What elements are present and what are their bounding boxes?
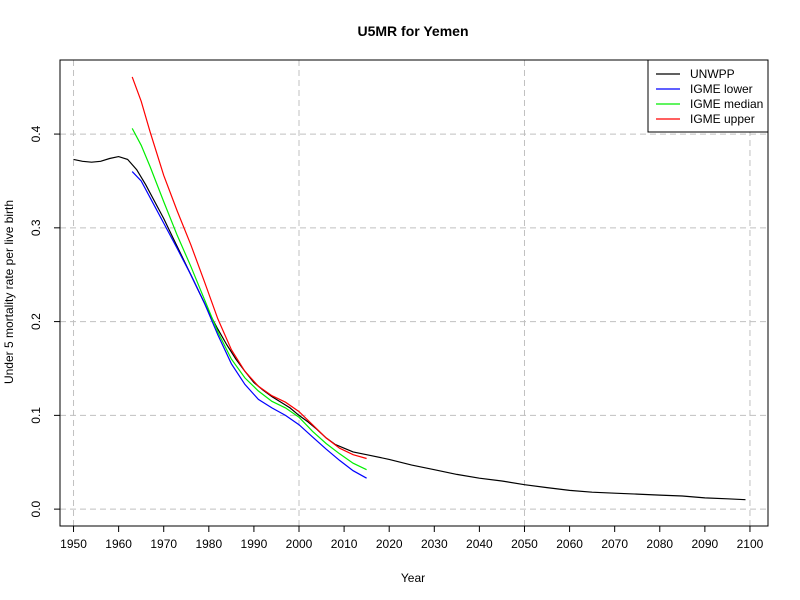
x-tick-label: 1980 [195,537,222,551]
y-tick-label: 0.0 [29,500,43,517]
grid [60,60,768,526]
x-tick-label: 1970 [150,537,177,551]
legend-label: IGME upper [690,112,755,126]
legend-label: IGME lower [690,82,753,96]
x-tick-label: 1990 [241,537,268,551]
chart-title: U5MR for Yemen [358,23,469,39]
series-line-igme-lower [131,171,367,479]
series-line-igme-upper [131,76,367,460]
legend-box [647,59,769,133]
legend-label: UNWPP [690,67,735,81]
plot-border [59,59,769,527]
x-tick-label: 2060 [556,537,583,551]
x-tick-label: 2020 [376,537,403,551]
y-axis: 0.0 0.1 0.2 0.3 0.4 [29,125,60,517]
y-tick-label: 0.2 [29,313,43,330]
x-axis: 1950 1960 1970 1980 1990 2000 2010 2020 2030 2040… [60,526,764,551]
y-tick-label: 0.3 [29,219,43,236]
x-tick-label: 2030 [421,537,448,551]
x-tick-label: 2040 [466,537,493,551]
x-tick-label: 2050 [511,537,538,551]
x-tick-label: 1960 [105,537,132,551]
series-line-igme-median [131,128,367,471]
legend-label: IGME median [690,97,763,111]
x-tick-label: 2010 [331,537,358,551]
x-tick-label: 2090 [692,537,719,551]
x-tick-label: 2080 [646,537,673,551]
x-tick-label: 1950 [60,537,87,551]
y-tick-label: 0.1 [29,407,43,424]
x-tick-label: 2000 [286,537,313,551]
series-line-unwpp [73,155,746,501]
x-axis-label: Year [401,571,425,585]
series-lines [73,76,746,501]
x-tick-label: 2070 [601,537,628,551]
y-axis-label: Under 5 mortality rate per live birth [2,200,16,384]
x-tick-label: 2100 [737,537,764,551]
y-tick-label: 0.4 [29,125,43,142]
